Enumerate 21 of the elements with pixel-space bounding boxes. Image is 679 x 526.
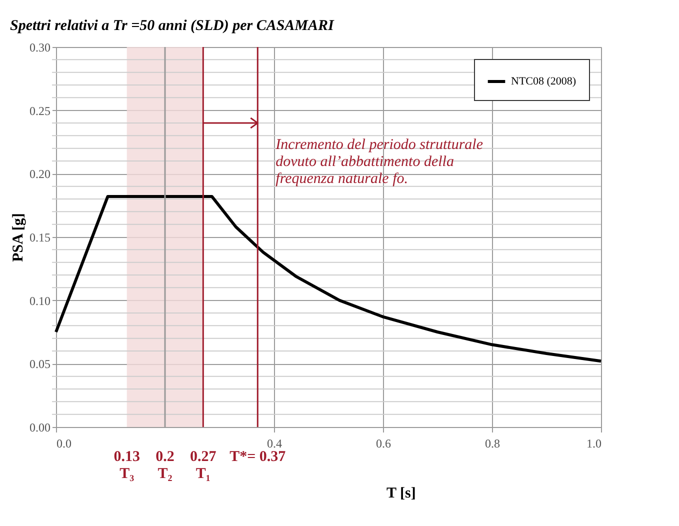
y-tick-label: 0.10 (30, 294, 50, 308)
y-tick-label: 0.30 (30, 40, 50, 54)
x-tick-label: 0.8 (485, 436, 500, 450)
y-tick-label: 0.05 (30, 357, 50, 372)
x-tick-label: 0.4 (267, 436, 282, 450)
x-tick-label: 1.0 (586, 436, 602, 450)
y-tick-label: 0.15 (30, 230, 50, 244)
band-label: 0.13 T₃ (114, 449, 140, 482)
x-tick-label: 0.6 (376, 436, 391, 450)
x-tick-label: 0.0 (56, 436, 72, 450)
ref-line-label: 0.27 T₁ (190, 449, 217, 482)
ref-line-label: 0.2 T₂ (156, 449, 174, 482)
x-axis-title: T [s] (386, 486, 416, 502)
y-tick-label: 0.25 (30, 104, 50, 118)
chart-title: Spettri relativi a Tr =50 anni (SLD) per CASAMARI (10, 18, 336, 34)
y-axis-title: PSA [g] (10, 213, 26, 262)
legend-label: NTC08 (2008) (511, 76, 576, 88)
y-tick-label: 0.00 (30, 420, 50, 434)
y-tick-label: 0.20 (30, 167, 50, 182)
ref-line-label: T*= 0.37 (230, 449, 286, 465)
annotation: Incremento del periodo strutturale dovuto all’abbattimento della frequenza naturale fo. (274, 137, 484, 187)
